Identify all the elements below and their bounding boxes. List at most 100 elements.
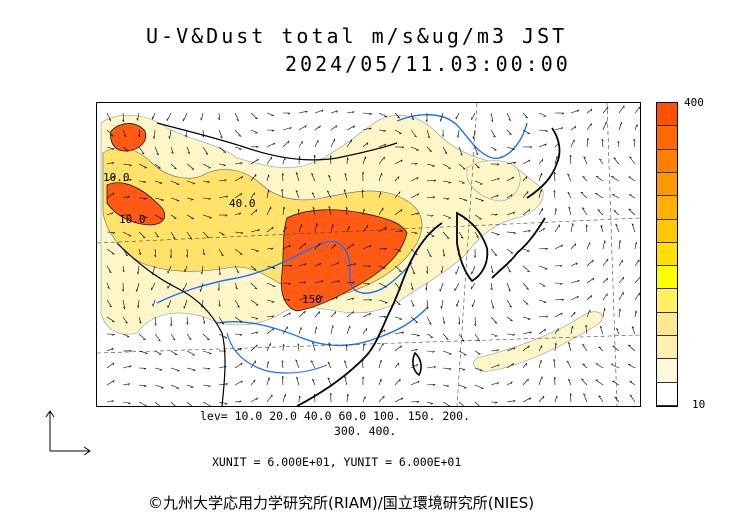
wind-vector	[554, 208, 556, 216]
wind-vector-head	[301, 224, 303, 227]
wind-vector-head	[334, 244, 336, 247]
wind-vector	[186, 163, 195, 170]
wind-vector-head	[122, 306, 126, 310]
wind-vector-head	[400, 230, 403, 233]
wind-vector	[361, 359, 364, 369]
wind-vector-head	[295, 172, 299, 175]
wind-vector	[186, 129, 188, 138]
wind-vector	[202, 163, 211, 169]
wind-vector-head	[110, 135, 114, 137]
wind-vector-head	[567, 192, 571, 194]
wind-vector	[394, 378, 401, 386]
wind-vector	[218, 248, 224, 257]
wind-vector	[169, 129, 172, 139]
wind-vector	[312, 379, 316, 386]
wind-vector-head	[289, 312, 291, 316]
wind-vector	[634, 124, 638, 131]
wind-vector-head	[111, 212, 114, 215]
wind-vector-head	[397, 303, 401, 305]
wind-vector	[167, 282, 172, 289]
wind-vector	[266, 361, 269, 369]
wind-vector	[586, 259, 594, 267]
wind-vector-head	[631, 223, 635, 226]
wind-vector-head	[363, 208, 366, 212]
wind-vector	[583, 393, 588, 403]
wind-vector-head	[366, 142, 369, 145]
wind-vector-head	[327, 377, 330, 380]
wind-vector	[634, 292, 640, 301]
wind-vector	[154, 384, 164, 388]
wind-vector	[250, 192, 255, 199]
wind-vector-head	[543, 302, 547, 304]
wind-vector-head	[335, 125, 338, 128]
wind-vector-head	[335, 296, 338, 300]
wind-vector	[554, 342, 556, 352]
wind-vector	[553, 171, 556, 182]
wind-vector-head	[432, 165, 435, 167]
wind-vector-head	[205, 152, 209, 155]
wind-vector	[599, 158, 604, 165]
wind-vector	[202, 350, 212, 354]
contour-label: 10.0	[103, 171, 130, 184]
wind-vector	[314, 280, 324, 284]
wind-vector-head	[109, 271, 112, 274]
wind-vector-head	[289, 265, 293, 267]
wind-vector	[394, 362, 400, 369]
wind-vector-head	[332, 325, 334, 328]
wind-vector-head	[218, 272, 221, 276]
wind-vector-head	[241, 176, 243, 179]
wind-vector-head	[208, 353, 212, 355]
wind-vector	[362, 142, 369, 148]
wind-vector-head	[448, 368, 452, 371]
wind-vector	[234, 380, 243, 386]
wind-vector	[426, 366, 436, 369]
wind-vector	[394, 331, 404, 335]
wind-vector	[328, 342, 332, 352]
wind-vector-head	[225, 383, 228, 386]
wind-vector-head	[299, 395, 301, 399]
wind-vector	[522, 248, 530, 252]
wind-vector	[595, 363, 604, 369]
wind-vector-head	[599, 326, 603, 329]
wind-vector-head	[577, 280, 580, 283]
wind-vector	[282, 127, 292, 131]
wind-vector	[582, 176, 588, 182]
wind-vector	[202, 146, 209, 155]
wind-vector-head	[311, 192, 315, 195]
wind-vector	[218, 401, 228, 404]
wind-vector	[410, 146, 419, 151]
wind-vector	[122, 129, 127, 137]
wind-vector	[410, 401, 420, 403]
wind-vector	[138, 401, 148, 406]
wind-vector-head	[221, 254, 224, 257]
wind-vector	[122, 316, 128, 324]
wind-vector	[538, 395, 545, 403]
wind-vector	[138, 231, 146, 238]
wind-vector	[410, 163, 418, 165]
level-legend-line1: lev= 10.0 20.0 40.0 60.0 100. 150. 200.	[200, 409, 471, 423]
wind-vector	[522, 159, 531, 165]
wind-vector	[170, 214, 177, 219]
wind-vector-head	[284, 157, 286, 161]
wind-vector-head	[347, 393, 349, 397]
wind-vector	[106, 347, 114, 352]
wind-vector	[378, 265, 386, 269]
wind-vector	[442, 180, 452, 183]
wind-vector-head	[619, 308, 622, 312]
wind-vector	[602, 293, 608, 301]
wind-vector-head	[417, 380, 420, 384]
wind-vector	[296, 376, 300, 386]
wind-vector-head	[508, 289, 511, 292]
wind-vector-head	[582, 363, 585, 365]
wind-vector-head	[462, 168, 466, 170]
wind-vector-head	[541, 189, 543, 192]
wind-vector	[580, 192, 588, 199]
wind-vector-head	[426, 271, 428, 274]
wind-vector	[122, 163, 132, 166]
wind-vector-head	[432, 351, 435, 353]
wind-vector	[506, 176, 514, 182]
wind-vector	[266, 394, 273, 403]
wind-vector	[282, 173, 284, 182]
wind-vector-head	[221, 322, 224, 325]
wind-vector-head	[481, 200, 484, 202]
